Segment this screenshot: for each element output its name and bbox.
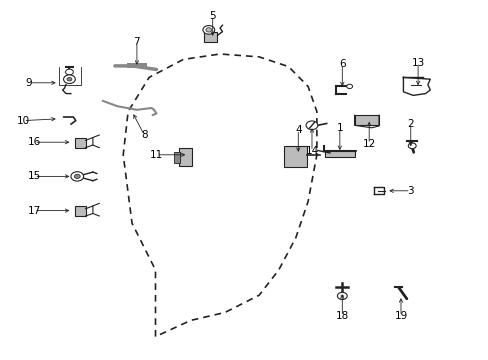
Circle shape (65, 69, 73, 75)
Circle shape (407, 143, 415, 149)
Circle shape (346, 84, 352, 89)
Circle shape (74, 174, 80, 179)
Circle shape (67, 77, 72, 81)
Text: 17: 17 (27, 206, 41, 216)
Bar (179, 148, 192, 166)
Text: 9: 9 (25, 78, 32, 88)
Text: 16: 16 (27, 137, 41, 147)
Text: 3: 3 (407, 186, 413, 196)
Text: 7: 7 (133, 37, 140, 48)
Text: 15: 15 (27, 171, 41, 181)
Bar (127, 63, 146, 68)
Text: 19: 19 (393, 311, 407, 321)
Bar (283, 146, 306, 167)
Circle shape (305, 121, 317, 130)
Bar (75, 206, 85, 216)
Bar (173, 152, 180, 163)
Text: 14: 14 (305, 146, 318, 156)
Text: 11: 11 (149, 150, 163, 160)
Circle shape (71, 172, 83, 181)
Circle shape (203, 26, 214, 34)
Text: 10: 10 (17, 116, 30, 126)
Bar (203, 32, 216, 42)
Text: 6: 6 (338, 59, 345, 69)
Text: 12: 12 (362, 139, 375, 149)
Circle shape (337, 292, 346, 300)
Circle shape (205, 28, 211, 32)
Bar (75, 138, 85, 148)
Text: 4: 4 (294, 125, 301, 135)
Text: 1: 1 (336, 123, 343, 133)
Text: 8: 8 (141, 130, 147, 140)
FancyBboxPatch shape (325, 151, 354, 157)
Circle shape (340, 294, 344, 297)
Circle shape (63, 75, 75, 84)
Text: 5: 5 (209, 11, 216, 21)
Text: 2: 2 (407, 119, 413, 129)
Bar (354, 115, 378, 125)
Text: 13: 13 (410, 58, 424, 68)
Text: 18: 18 (335, 311, 348, 321)
